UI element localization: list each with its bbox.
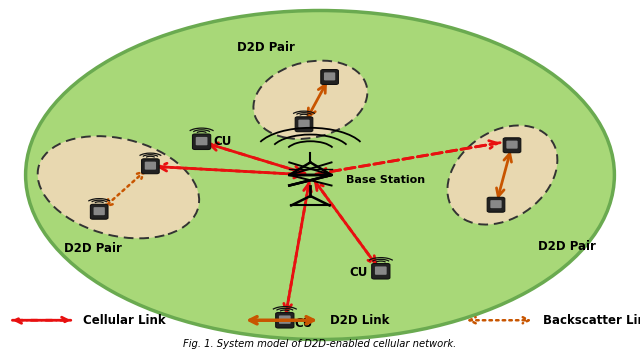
FancyBboxPatch shape xyxy=(90,204,108,219)
Text: CU: CU xyxy=(349,266,367,280)
Text: Fig. 1. System model of D2D-enabled cellular network.: Fig. 1. System model of D2D-enabled cell… xyxy=(184,339,456,349)
FancyBboxPatch shape xyxy=(295,117,313,132)
FancyBboxPatch shape xyxy=(324,72,335,81)
Text: D2D Pair: D2D Pair xyxy=(237,41,294,54)
Text: CU: CU xyxy=(213,134,231,148)
FancyBboxPatch shape xyxy=(193,134,211,149)
Text: D2D Link: D2D Link xyxy=(330,314,389,327)
Text: D2D Pair: D2D Pair xyxy=(538,240,595,253)
FancyBboxPatch shape xyxy=(276,313,294,328)
FancyBboxPatch shape xyxy=(196,137,207,145)
Ellipse shape xyxy=(26,10,614,340)
FancyBboxPatch shape xyxy=(145,162,156,170)
Text: D2D Pair: D2D Pair xyxy=(64,242,122,255)
FancyBboxPatch shape xyxy=(490,200,502,208)
FancyBboxPatch shape xyxy=(141,159,159,174)
Ellipse shape xyxy=(38,136,199,238)
FancyBboxPatch shape xyxy=(279,315,291,324)
Ellipse shape xyxy=(253,61,367,139)
Text: CU: CU xyxy=(295,317,313,330)
FancyBboxPatch shape xyxy=(298,120,310,128)
FancyBboxPatch shape xyxy=(503,138,521,153)
Text: Base Station: Base Station xyxy=(346,175,425,185)
FancyBboxPatch shape xyxy=(506,141,518,149)
FancyBboxPatch shape xyxy=(487,197,505,212)
FancyBboxPatch shape xyxy=(93,207,105,215)
Text: Cellular Link: Cellular Link xyxy=(83,314,166,327)
FancyBboxPatch shape xyxy=(375,266,387,275)
FancyBboxPatch shape xyxy=(321,70,339,84)
FancyBboxPatch shape xyxy=(372,264,390,279)
Text: Backscatter Link: Backscatter Link xyxy=(543,314,640,327)
Ellipse shape xyxy=(447,125,557,225)
